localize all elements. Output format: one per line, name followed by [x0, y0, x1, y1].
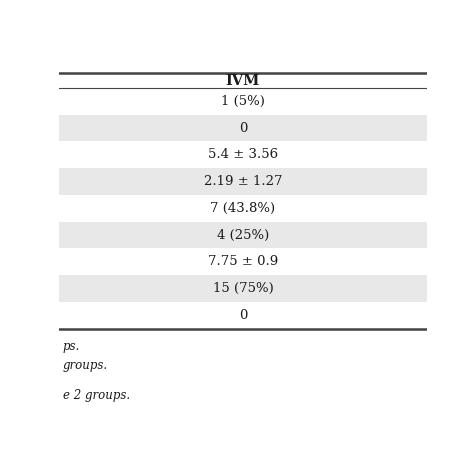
Text: IVM: IVM	[226, 73, 260, 88]
Bar	[59, 168, 427, 195]
Text: groups.: groups.	[63, 359, 108, 372]
Text: 2.19 ± 1.27: 2.19 ± 1.27	[204, 175, 282, 188]
Text: ps.: ps.	[63, 340, 80, 353]
Bar	[59, 222, 427, 248]
Bar	[59, 275, 427, 302]
Text: 15 (75%): 15 (75%)	[212, 282, 273, 295]
Text: 5.4 ± 3.56: 5.4 ± 3.56	[208, 148, 278, 161]
Text: e 2 groups.: e 2 groups.	[63, 389, 130, 402]
Text: 4 (25%): 4 (25%)	[217, 228, 269, 242]
Bar	[59, 115, 427, 141]
Text: 0: 0	[239, 309, 247, 322]
Text: 1 (5%): 1 (5%)	[221, 95, 265, 108]
Text: 0: 0	[239, 121, 247, 135]
Text: 7 (43.8%): 7 (43.8%)	[210, 202, 275, 215]
Text: 7.75 ± 0.9: 7.75 ± 0.9	[208, 255, 278, 268]
